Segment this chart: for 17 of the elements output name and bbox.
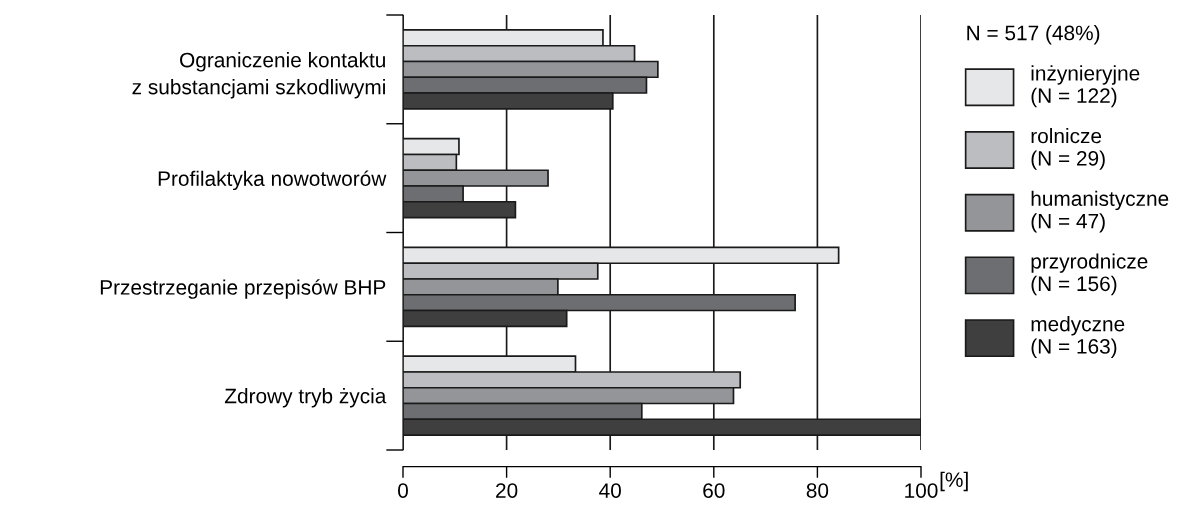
legend-label: przyrodnicze (N = 156) [1031, 253, 1148, 296]
x-tick-label: 80 [806, 483, 829, 498]
x-tick-label: 0 [398, 483, 408, 498]
x-tick-label: 40 [599, 483, 621, 498]
legend-label: humanistyczne (N = 47) [1031, 190, 1169, 233]
legend-label: inżynieryjne (N = 122) [1031, 65, 1140, 108]
y-tick-label: Profilaktyka nowotworów [158, 170, 387, 191]
x-axis-title: [%] [940, 471, 968, 492]
legend-label: medyczne (N = 163) [1031, 316, 1125, 358]
x-tick-label: 100 [905, 483, 938, 498]
legend-title: N = 517 (48%) [967, 25, 1100, 45]
y-tick-label: Przestrzeganie przepisów BHP [100, 279, 386, 299]
y-tick-label: Ograniczenie kontaktu z substancjami szkodliwymi [132, 52, 385, 99]
legend-label: rolnicze (N = 29) [1031, 128, 1105, 170]
x-tick-label: 60 [703, 483, 725, 498]
y-tick-label: Zdrowy tryb życia [224, 388, 387, 408]
x-tick-label: 20 [496, 483, 518, 498]
